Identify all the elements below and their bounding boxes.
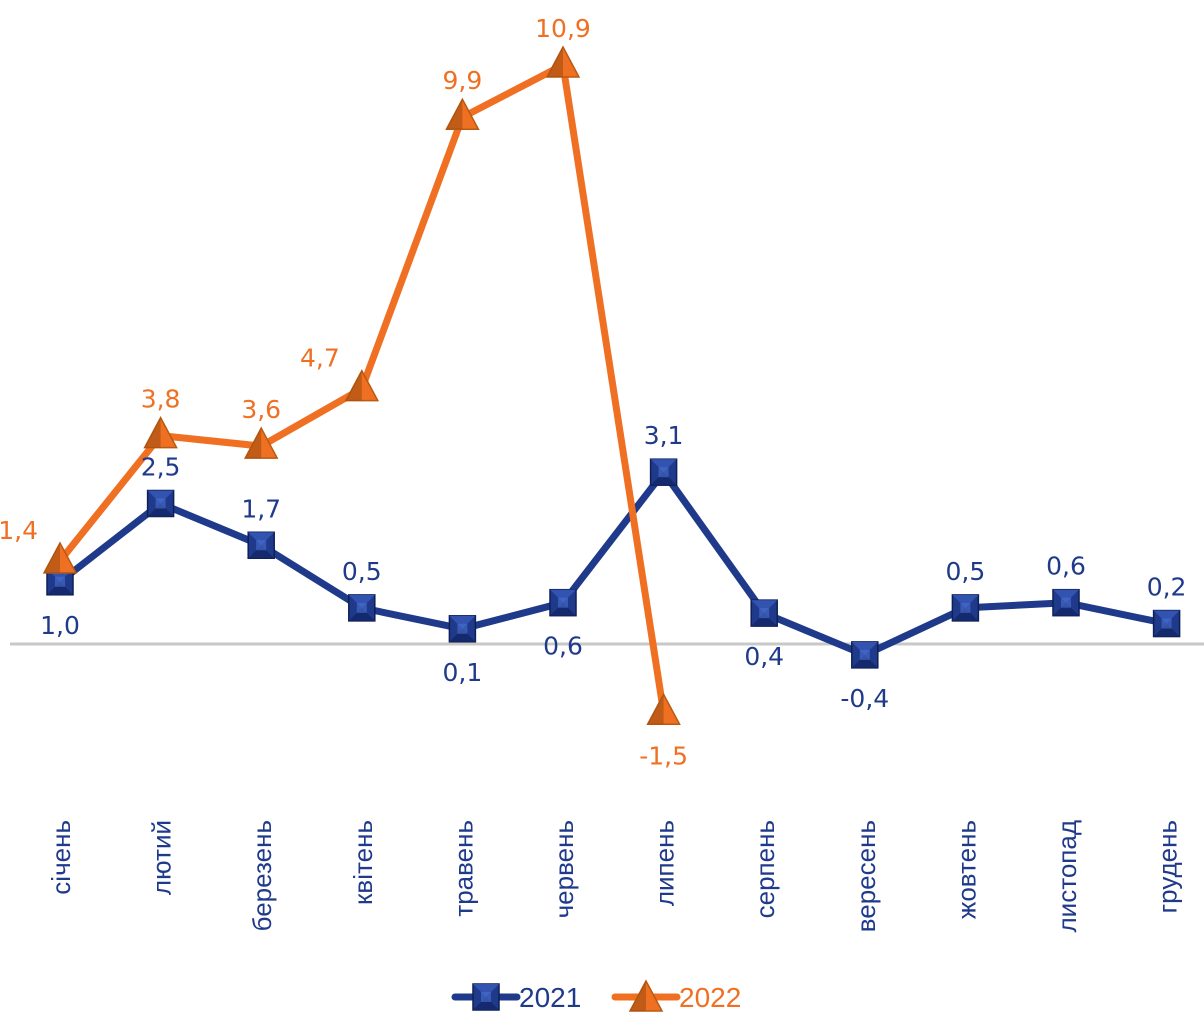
legend-marker-2021 bbox=[472, 983, 500, 1011]
data-label-2022-5: 10,9 bbox=[535, 14, 591, 43]
data-label-2021-11: 0,2 bbox=[1147, 573, 1187, 602]
marker-2021-2 bbox=[247, 531, 275, 560]
series-lines bbox=[56, 61, 1171, 716]
marker-2021-8 bbox=[851, 641, 879, 669]
marker-2021-11 bbox=[1152, 609, 1181, 638]
x-tick-label-7: серпень bbox=[750, 820, 780, 918]
data-label-2021-4: 0,1 bbox=[443, 658, 483, 687]
marker-2022-5 bbox=[545, 45, 581, 78]
data-label-2022-0: 1,4 bbox=[0, 516, 38, 545]
data-label-2022-6: -1,5 bbox=[639, 741, 688, 770]
data-label-2021-1: 2,5 bbox=[141, 453, 181, 482]
legend-marker-2022 bbox=[628, 979, 664, 1012]
x-tick-label-1: лютий bbox=[147, 820, 177, 895]
x-tick-label-3: квітень bbox=[348, 820, 378, 905]
marker-2021-10 bbox=[1052, 588, 1080, 617]
legend: 2021 2022 bbox=[451, 979, 741, 1013]
x-tick-label-9: жовтень bbox=[951, 820, 981, 919]
data-label-2022-2: 3,6 bbox=[241, 395, 281, 424]
x-tick-label-10: листопад bbox=[1052, 820, 1082, 932]
data-label-2022-4: 9,9 bbox=[443, 66, 483, 95]
legend-item-2022: 2022 bbox=[611, 979, 741, 1013]
legend-item-2021: 2021 bbox=[451, 982, 581, 1013]
marker-2021-3 bbox=[348, 594, 376, 622]
marker-2021-9 bbox=[951, 594, 980, 622]
x-tick-label-0: січень bbox=[46, 820, 76, 895]
marker-2022-2 bbox=[243, 426, 279, 459]
legend-label-2022: 2022 bbox=[679, 982, 741, 1013]
marker-2022-3 bbox=[344, 369, 380, 402]
x-tick-label-5: червень bbox=[549, 820, 579, 918]
data-labels: 1,0 2,5 1,7 0,5 0,1 0,6 3,1 0,4 -0,4 0,5 0,6 0,2 1,4… bbox=[0, 14, 1186, 770]
marker-2022-6 bbox=[646, 692, 681, 726]
marker-2022-4 bbox=[445, 97, 480, 130]
data-label-2021-7: 0,4 bbox=[744, 642, 784, 671]
data-label-2021-2: 1,7 bbox=[241, 494, 281, 523]
marker-2022-0 bbox=[42, 541, 78, 574]
marker-2021-7 bbox=[750, 599, 778, 627]
x-tick-label-11: грудень bbox=[1153, 820, 1183, 913]
data-label-2021-10: 0,6 bbox=[1046, 552, 1086, 581]
marker-2021-5 bbox=[549, 588, 577, 617]
data-label-2021-9: 0,5 bbox=[946, 557, 986, 586]
data-label-2021-8: -0,4 bbox=[840, 684, 889, 713]
series-line-2021 bbox=[56, 468, 1171, 659]
data-label-2021-5: 0,6 bbox=[543, 632, 583, 661]
marker-2021-6 bbox=[649, 458, 678, 486]
x-tick-label-4: травень bbox=[448, 820, 478, 917]
marker-2021-1 bbox=[146, 489, 175, 518]
data-label-2021-0: 1,0 bbox=[40, 611, 80, 640]
data-label-2022-3: 4,7 bbox=[300, 344, 340, 373]
data-label-2022-1: 3,8 bbox=[141, 385, 181, 414]
x-tick-label-2: березень bbox=[247, 820, 277, 931]
marker-2022-1 bbox=[143, 416, 178, 449]
x-tick-label-8: вересень bbox=[851, 820, 881, 932]
x-axis-tick-labels: січень лютий березень квітень травень червень… bbox=[46, 820, 1183, 932]
legend-label-2021: 2021 bbox=[519, 982, 581, 1013]
x-tick-label-6: липень bbox=[650, 820, 680, 906]
data-label-2021-6: 3,1 bbox=[644, 421, 684, 450]
series-markers bbox=[42, 45, 1181, 726]
marker-2021-4 bbox=[448, 615, 477, 643]
data-label-2021-3: 0,5 bbox=[342, 557, 382, 586]
